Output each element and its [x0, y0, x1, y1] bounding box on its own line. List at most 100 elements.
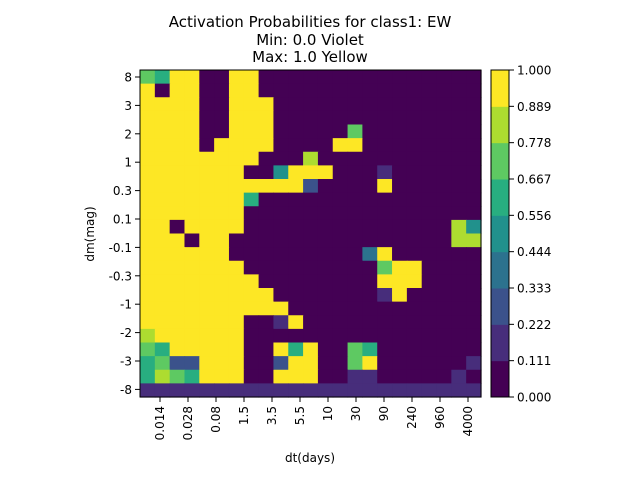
- heatmap-cell: [421, 369, 438, 384]
- heatmap-cell: [258, 315, 275, 330]
- heatmap-cell: [184, 301, 200, 316]
- heatmap-cell: [362, 165, 378, 180]
- chart-title-line-2: Min: 0.0 Violet: [256, 31, 364, 49]
- heatmap-cell: [392, 83, 408, 98]
- colorbar-tick-label: 1.000: [517, 64, 551, 78]
- heatmap-cell: [243, 97, 260, 112]
- heatmap-cell: [273, 151, 289, 166]
- heatmap-cell: [317, 70, 334, 85]
- heatmap-cell: [347, 151, 363, 166]
- heatmap-cell: [451, 301, 467, 316]
- heatmap-cell: [169, 247, 186, 262]
- heatmap-cell: [303, 383, 319, 398]
- heatmap-cell: [347, 301, 363, 316]
- heatmap-cell: [243, 206, 260, 221]
- heatmap-cell: [451, 206, 467, 221]
- heatmap-cell: [273, 138, 289, 153]
- heatmap-cell: [377, 301, 393, 316]
- heatmap-cell: [169, 179, 186, 194]
- heatmap-cell: [392, 328, 408, 344]
- colorbar-tick-label: 0.778: [517, 136, 551, 150]
- y-tick-label: 3: [124, 99, 132, 113]
- heatmap-cell: [451, 124, 467, 139]
- heatmap-cell: [377, 124, 393, 139]
- heatmap-cell: [303, 328, 319, 344]
- heatmap-cell: [214, 328, 230, 344]
- heatmap-cell: [347, 206, 363, 221]
- heatmap-cell: [258, 369, 275, 384]
- heatmap-cell: [436, 70, 452, 85]
- heatmap-cell: [303, 110, 319, 126]
- heatmap-cell: [392, 124, 408, 139]
- heatmap-cell: [273, 110, 289, 126]
- heatmap-cell: [421, 138, 438, 153]
- heatmap-cell: [392, 219, 408, 235]
- heatmap-cell: [451, 83, 467, 98]
- heatmap-cell: [214, 97, 230, 112]
- heatmap-cell: [199, 151, 215, 166]
- heatmap-cell: [377, 179, 393, 194]
- heatmap-cell: [362, 192, 378, 207]
- heatmap-cell: [184, 165, 200, 180]
- heatmap-cell: [406, 356, 423, 371]
- heatmap-cell: [347, 219, 363, 235]
- heatmap-cell: [214, 151, 230, 166]
- heatmap-cell: [228, 328, 245, 344]
- heatmap-cell: [273, 247, 289, 262]
- heatmap-cell: [273, 179, 289, 194]
- heatmap-cell: [214, 233, 230, 248]
- heatmap-cell: [140, 342, 156, 357]
- heatmap-cell: [258, 219, 275, 235]
- heatmap-cell: [362, 315, 378, 330]
- heatmap-cell: [273, 124, 289, 139]
- heatmap-cell: [288, 97, 304, 112]
- heatmap-cell: [228, 356, 245, 371]
- heatmap-cell: [199, 110, 215, 126]
- heatmap-cell: [184, 219, 200, 235]
- heatmap-cell: [406, 192, 423, 207]
- y-tick-label: 1: [124, 156, 132, 170]
- heatmap-cell: [169, 192, 186, 207]
- heatmap-cell: [362, 151, 378, 166]
- heatmap-cell: [243, 342, 260, 357]
- heatmap-cell: [392, 138, 408, 153]
- heatmap-cell: [228, 301, 245, 316]
- heatmap-cell: [377, 383, 393, 398]
- heatmap-cell: [154, 97, 171, 112]
- heatmap-cell: [451, 369, 467, 384]
- heatmap-cell: [377, 315, 393, 330]
- heatmap-cell: [154, 138, 171, 153]
- heatmap-cell: [347, 124, 363, 139]
- heatmap-cell: [169, 97, 186, 112]
- heatmap-cell: [406, 124, 423, 139]
- heatmap-cell: [169, 383, 186, 398]
- heatmap-cell: [184, 83, 200, 98]
- heatmap-cell: [451, 110, 467, 126]
- heatmap-cell: [273, 165, 289, 180]
- heatmap-cell: [332, 138, 349, 153]
- heatmap-cell: [347, 97, 363, 112]
- heatmap-cell: [273, 219, 289, 235]
- heatmap-cell: [406, 83, 423, 98]
- heatmap-cell: [228, 192, 245, 207]
- heatmap-cell: [214, 179, 230, 194]
- heatmap-cell: [377, 342, 393, 357]
- heatmap-cell: [421, 274, 438, 289]
- heatmap-cell: [169, 70, 186, 85]
- x-tick-label: 5.5: [293, 406, 307, 425]
- heatmap-cell: [362, 356, 378, 371]
- heatmap-cell: [421, 206, 438, 221]
- heatmap-cell: [214, 315, 230, 330]
- heatmap-cell: [332, 97, 349, 112]
- heatmap-cell: [258, 138, 275, 153]
- heatmap-cell: [214, 369, 230, 384]
- heatmap-cell: [347, 383, 363, 398]
- heatmap-cell: [243, 369, 260, 384]
- heatmap-cell: [258, 288, 275, 303]
- heatmap-cell: [228, 383, 245, 398]
- heatmap-cell: [421, 151, 438, 166]
- heatmap-cell: [332, 124, 349, 139]
- heatmap-cell: [140, 274, 156, 289]
- heatmap-cell: [362, 247, 378, 262]
- heatmap-cell: [451, 247, 467, 262]
